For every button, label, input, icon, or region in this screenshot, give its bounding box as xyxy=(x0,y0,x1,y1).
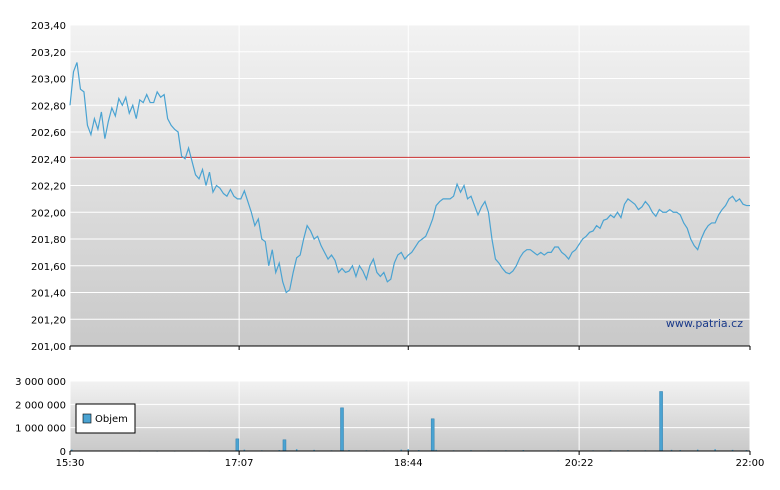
price-y-axis: 201,00 201,20 201,40 201,60 201,80 202,00 202,… xyxy=(31,21,66,353)
price-y-tick-label: 201,20 xyxy=(31,315,66,326)
volume-bar xyxy=(714,449,716,451)
volume-bar xyxy=(430,418,435,452)
legend-swatch-icon xyxy=(82,413,92,424)
volume-y-tick-label: 3 000 000 xyxy=(15,377,66,388)
volume-legend: Objem xyxy=(75,403,136,434)
legend-label: Objem xyxy=(95,414,128,425)
price-y-tick-label: 201,40 xyxy=(31,289,66,300)
price-y-tick-label: 202,00 xyxy=(31,208,66,219)
volume-bar xyxy=(407,449,410,451)
volume-x-axis: 15:30 17:07 18:44 20:22 22:00 xyxy=(56,451,765,469)
price-panel: 201,00 201,20 201,40 201,60 201,80 202,00 202,… xyxy=(31,21,751,353)
price-grid xyxy=(69,24,751,347)
volume-bar xyxy=(235,438,240,452)
x-tick-label: 22:00 xyxy=(736,458,765,469)
volume-bar xyxy=(70,449,73,451)
price-y-tick-label: 202,20 xyxy=(31,182,66,193)
volume-bar xyxy=(243,449,246,451)
volume-bar xyxy=(670,449,673,451)
volume-y-tick-label: 2 000 000 xyxy=(15,400,66,411)
x-tick-label: 18:44 xyxy=(394,458,423,469)
x-tick-label: 15:30 xyxy=(56,458,85,469)
volume-bar xyxy=(282,439,287,452)
price-y-tick-label: 203,40 xyxy=(31,21,66,32)
watermark-text: www.patria.cz xyxy=(666,317,743,330)
volume-y-axis: 0 1 000 000 2 000 000 3 000 000 xyxy=(15,377,66,458)
price-y-tick-label: 202,80 xyxy=(31,101,66,112)
x-tick-label: 17:07 xyxy=(225,458,254,469)
volume-bar xyxy=(435,449,437,451)
price-y-tick-label: 203,00 xyxy=(31,75,66,86)
price-y-tick-label: 203,20 xyxy=(31,48,66,59)
volume-bar xyxy=(313,449,315,451)
volume-y-tick-label: 0 xyxy=(60,447,66,458)
volume-bar xyxy=(731,449,734,451)
volume-bar xyxy=(295,449,298,451)
price-y-tick-label: 201,00 xyxy=(31,342,66,353)
price-y-tick-label: 202,40 xyxy=(31,155,66,166)
volume-y-tick-label: 1 000 000 xyxy=(15,424,66,435)
price-y-tick-label: 201,80 xyxy=(31,235,66,246)
price-x-axis-ticks xyxy=(69,346,751,350)
price-y-tick-label: 202,60 xyxy=(31,128,66,139)
volume-plot-background xyxy=(70,381,750,451)
volume-bar xyxy=(659,391,663,452)
price-series-line xyxy=(69,62,750,294)
volume-bar xyxy=(340,407,344,452)
price-y-tick-label: 201,60 xyxy=(31,262,66,273)
x-tick-label: 20:22 xyxy=(565,458,594,469)
volume-bar xyxy=(400,449,403,451)
volume-bar xyxy=(696,449,699,451)
